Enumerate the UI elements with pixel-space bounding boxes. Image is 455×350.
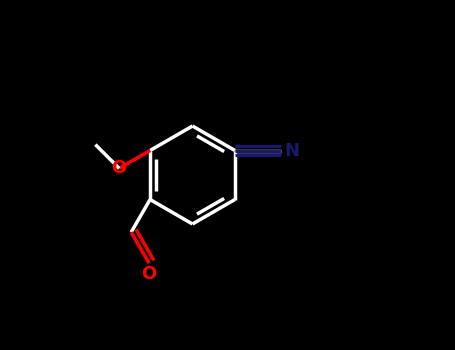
Text: O: O — [111, 159, 127, 177]
Text: N: N — [284, 141, 299, 160]
Text: O: O — [142, 265, 157, 283]
